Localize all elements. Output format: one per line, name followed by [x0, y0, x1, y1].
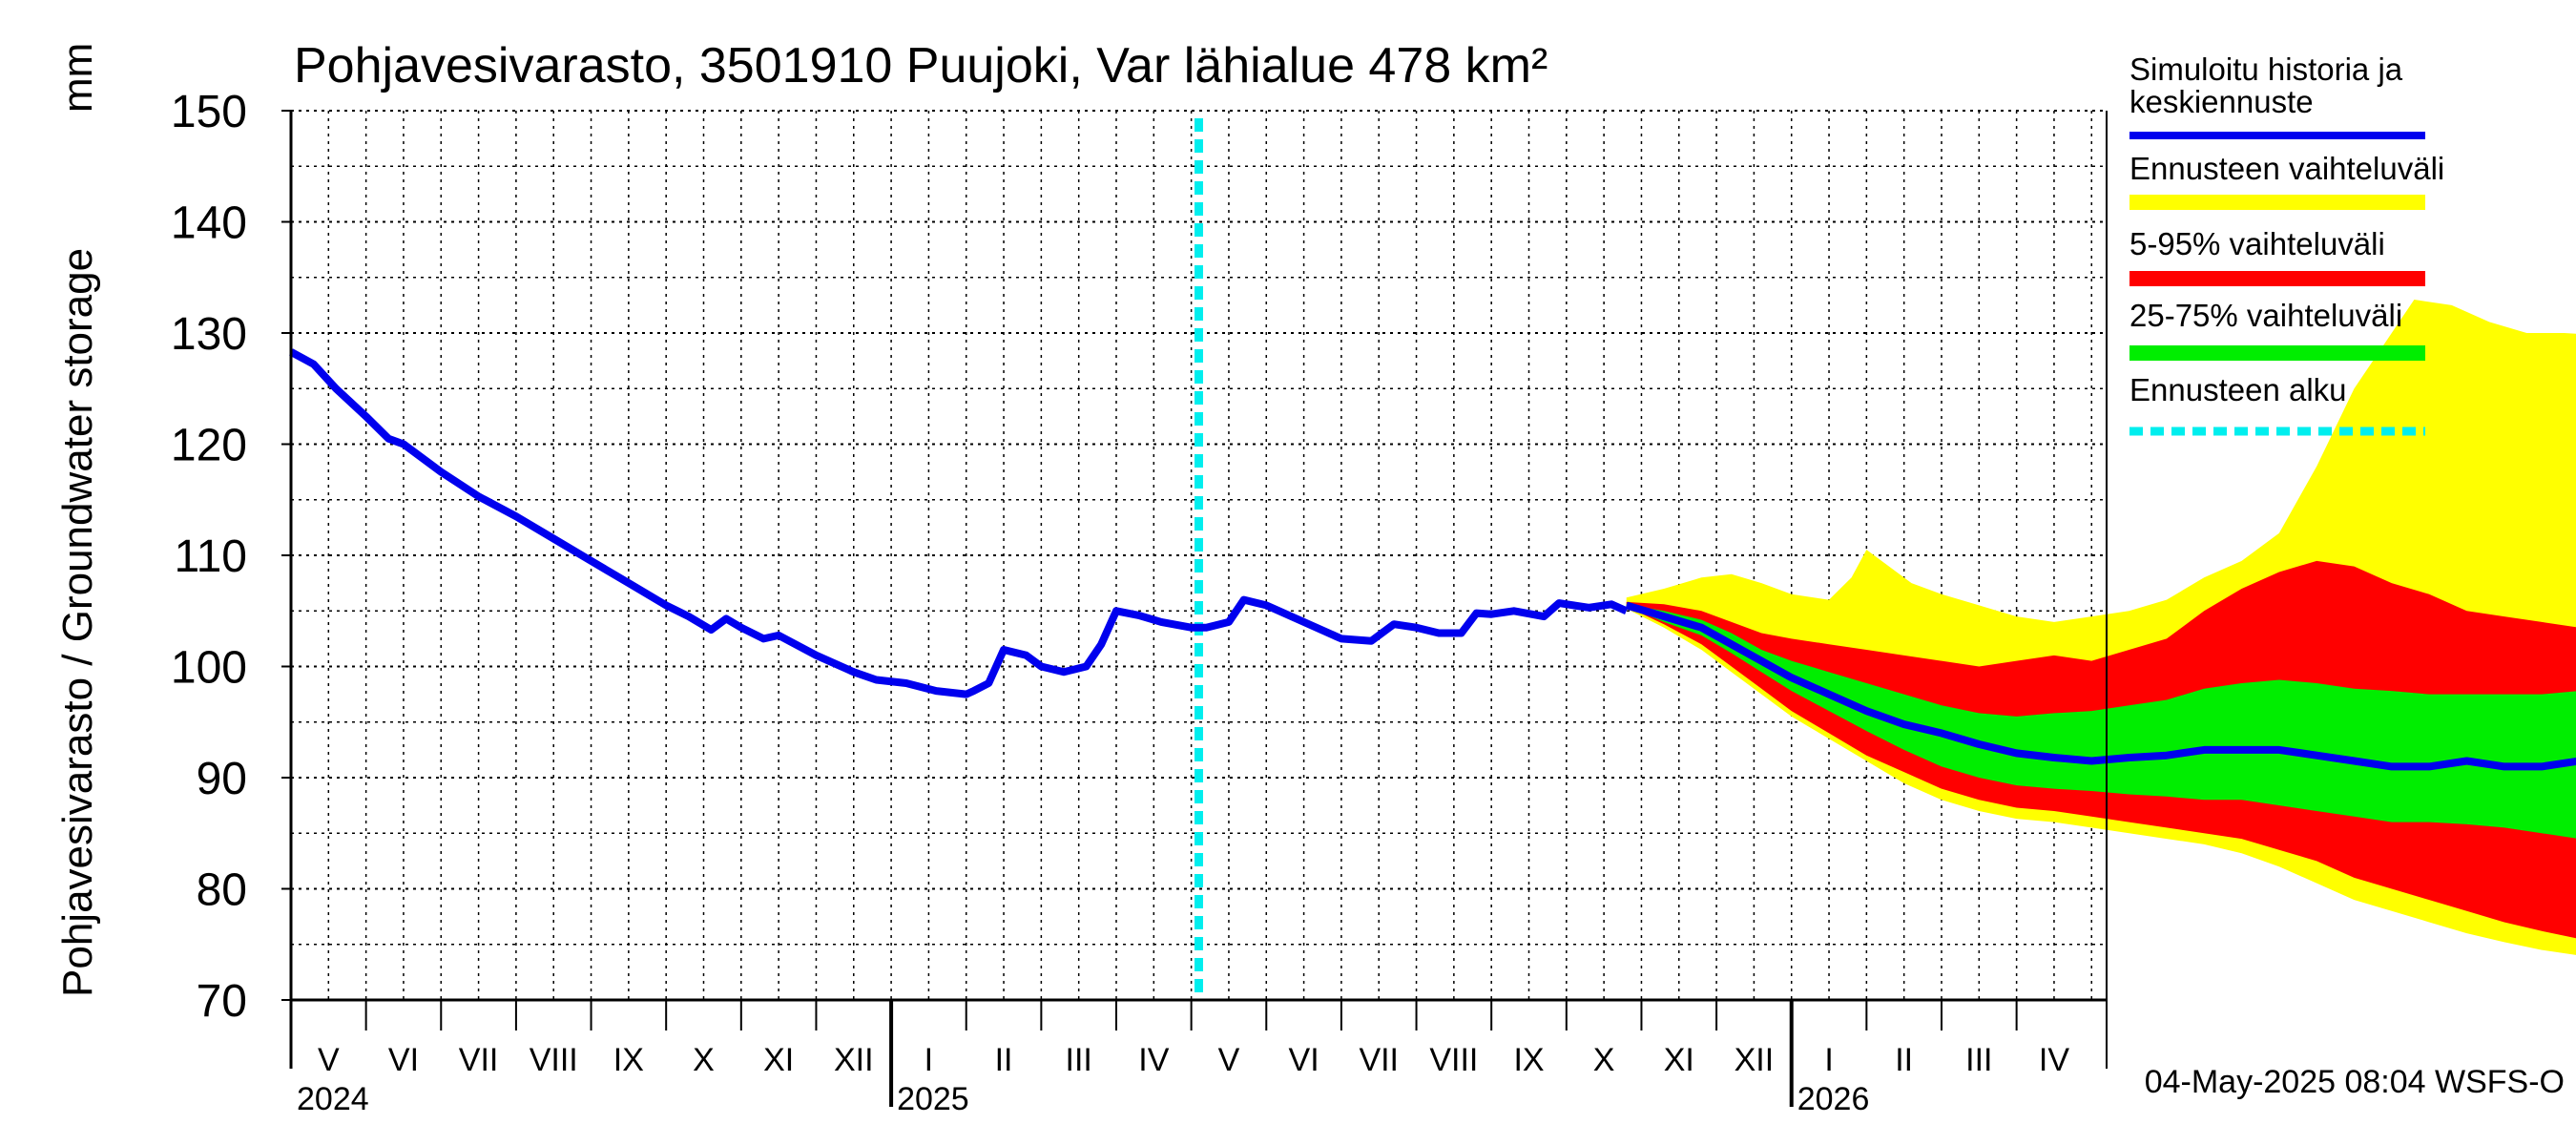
x-month-label: XI	[1664, 1042, 1694, 1078]
x-month-label: I	[1824, 1042, 1833, 1078]
x-month-label: IV	[1138, 1042, 1169, 1078]
x-month-label: XII	[1735, 1042, 1775, 1078]
x-month-label: VIII	[1429, 1042, 1478, 1078]
x-month-label: VI	[388, 1042, 419, 1078]
y-tick-label: 130	[171, 309, 247, 360]
legend-label: 25-75% vaihteluväli	[2129, 298, 2402, 333]
median-forecast-line	[1625, 601, 2576, 771]
y-tick-label: 110	[174, 531, 247, 582]
legend-label-line2: keskiennuste	[2129, 84, 2314, 119]
x-month-label: VI	[1289, 1042, 1319, 1078]
y-tick-label: 70	[197, 976, 247, 1027]
x-month-label: III	[1965, 1042, 1992, 1078]
x-month-label: XI	[763, 1042, 794, 1078]
legend-item-range: Ennusteen vaihteluväli	[2129, 151, 2444, 210]
y-tick-label: 100	[171, 643, 247, 694]
y-tick-label: 120	[171, 421, 247, 471]
footer-timestamp: 04-May-2025 08:04 WSFS-O	[2145, 1064, 2565, 1100]
x-month-label: II	[995, 1042, 1013, 1078]
chart-title: Pohjavesivarasto, 3501910 Puujoki, Var l…	[294, 38, 1548, 94]
band-layer	[1626, 300, 2576, 955]
y-tick-label: 90	[197, 754, 247, 804]
legend-item-fstart: Ennusteen alku	[2129, 372, 2425, 436]
legend-label: Ennusteen alku	[2129, 372, 2347, 407]
x-month-label: V	[1218, 1042, 1240, 1078]
legend-item-p5_95: 5-95% vaihteluväli	[2129, 226, 2425, 286]
y-axis-label: Pohjavesivarasto / Groundwater storage	[54, 248, 101, 997]
x-month-label: VIII	[530, 1042, 578, 1078]
line-layer	[289, 118, 2576, 1000]
x-month-label: IX	[1513, 1042, 1544, 1078]
y-tick-label: 150	[171, 87, 247, 137]
x-month-label: II	[1895, 1042, 1913, 1078]
y-tick-label: 80	[197, 865, 247, 916]
x-month-label: VII	[459, 1042, 499, 1078]
y-unit-label: mm	[54, 43, 101, 113]
legend-item-p25_75: 25-75% vaihteluväli	[2129, 298, 2425, 361]
y-tick-label: 140	[171, 198, 247, 249]
x-month-label: XII	[834, 1042, 874, 1078]
x-month-label: IV	[2039, 1042, 2069, 1078]
x-year-label: 2024	[297, 1081, 369, 1117]
x-month-label: V	[318, 1042, 340, 1078]
x-month-label: VII	[1359, 1042, 1399, 1078]
history-line	[289, 348, 1629, 698]
x-month-label: X	[1593, 1042, 1615, 1078]
band-25-75	[1626, 604, 2576, 839]
x-month-label: IX	[613, 1042, 644, 1078]
x-month-label: X	[693, 1042, 715, 1078]
legend-label: Ennusteen vaihteluväli	[2129, 151, 2444, 186]
x-year-label: 2026	[1797, 1081, 1870, 1117]
grid-layer	[291, 110, 2107, 1001]
x-year-label: 2025	[897, 1081, 969, 1117]
x-month-label: I	[924, 1042, 933, 1078]
legend-label: Simuloitu historia ja	[2129, 52, 2403, 87]
legend-label: 5-95% vaihteluväli	[2129, 226, 2385, 261]
x-month-label: III	[1066, 1042, 1092, 1078]
